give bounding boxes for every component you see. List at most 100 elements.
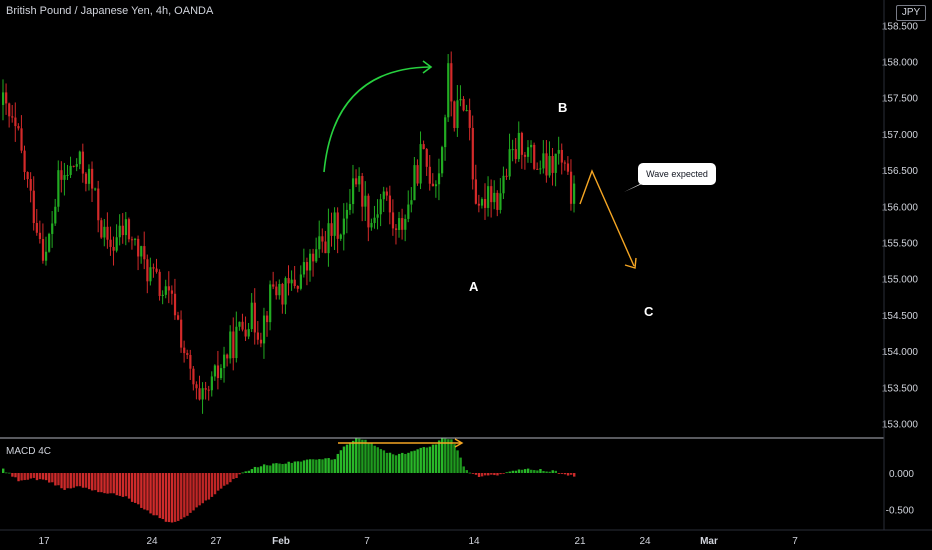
candle-body xyxy=(339,234,342,239)
candle-body xyxy=(84,173,88,184)
macd-bar xyxy=(437,440,441,473)
macd-bar xyxy=(17,473,20,482)
candle-body xyxy=(536,168,539,170)
macd-bar xyxy=(548,471,551,473)
macd-bar xyxy=(54,473,57,486)
symbol-title[interactable]: British Pound / Japanese Yen, 4h, OANDA xyxy=(6,5,214,17)
macd-bar xyxy=(422,447,425,473)
macd-bar xyxy=(312,459,315,473)
forecast-path-drawing[interactable] xyxy=(579,169,635,267)
candle-body xyxy=(63,175,66,180)
macd-bar xyxy=(382,450,386,473)
macd-bar xyxy=(483,473,487,476)
candle-body xyxy=(32,190,35,224)
macd-bar xyxy=(223,473,226,486)
candle-body xyxy=(127,219,131,240)
candle-body xyxy=(183,347,186,354)
macd-bar xyxy=(569,473,573,475)
macd-bar xyxy=(269,465,272,473)
candle-body xyxy=(526,147,530,157)
candle-body xyxy=(241,321,244,330)
macd-bar xyxy=(195,473,198,508)
macd-bar xyxy=(87,473,91,490)
macd-bar xyxy=(376,447,379,473)
macd-bar xyxy=(545,471,548,473)
candle-body xyxy=(388,195,392,213)
candle-body xyxy=(410,200,413,205)
candle-body xyxy=(554,153,557,173)
macd-axis: 0.000 -0.500 xyxy=(886,469,915,517)
macd-bar xyxy=(496,473,499,476)
macd-bar xyxy=(434,444,438,473)
candle-body xyxy=(226,354,229,359)
macd-bar xyxy=(232,473,235,479)
macd-bar xyxy=(536,470,539,473)
candle-body xyxy=(315,249,318,262)
macd-bar xyxy=(358,438,361,473)
macd-bar xyxy=(284,463,287,473)
candle-body xyxy=(517,132,520,160)
macd-bar xyxy=(121,473,125,497)
macd-bar xyxy=(44,473,48,481)
wave-label-a[interactable]: A xyxy=(469,279,479,294)
candle-body xyxy=(210,376,213,391)
currency-badge[interactable]: JPY xyxy=(896,5,926,21)
candle-body xyxy=(256,332,260,340)
macd-bar xyxy=(351,440,355,473)
candle-body xyxy=(361,176,364,207)
candle-body xyxy=(468,110,471,128)
wave-label-c[interactable]: C xyxy=(644,304,654,319)
curved-arrow-head xyxy=(422,60,433,74)
candle-body xyxy=(60,170,63,180)
macd-bar xyxy=(474,473,478,475)
curved-arrow-drawing[interactable] xyxy=(323,66,431,173)
candle-body xyxy=(364,195,367,207)
macd-bar xyxy=(305,459,309,473)
macd-bar xyxy=(216,473,220,491)
macd-bar xyxy=(508,471,511,473)
candle-body xyxy=(198,388,201,400)
candle-body xyxy=(312,253,315,262)
candle-body xyxy=(167,286,170,291)
candle-body xyxy=(75,164,78,167)
candle-body xyxy=(351,178,355,205)
candle-body xyxy=(78,151,81,165)
candle-body xyxy=(345,209,349,219)
macd-bar xyxy=(192,473,195,511)
macd-bar xyxy=(176,473,180,521)
candle-body xyxy=(72,165,75,167)
macd-bar xyxy=(94,473,97,491)
macd-bar xyxy=(315,459,318,473)
candle-body xyxy=(367,195,370,228)
macd-bar xyxy=(204,473,208,501)
macd-bar xyxy=(5,472,8,474)
macd-bar xyxy=(238,473,241,475)
macd-bar xyxy=(253,466,257,473)
candle-body xyxy=(269,284,272,323)
macd-bar xyxy=(124,473,128,497)
macd-bar xyxy=(143,473,146,510)
macd-bar xyxy=(266,465,269,473)
candle-body xyxy=(201,388,204,400)
candle-body xyxy=(302,262,306,275)
candle-body xyxy=(284,278,287,305)
macd-bar xyxy=(173,473,177,522)
macd-title[interactable]: MACD 4C xyxy=(6,446,52,457)
candle-body xyxy=(278,283,281,296)
macd-bar xyxy=(290,462,293,473)
wave-label-b[interactable]: B xyxy=(558,100,568,115)
macd-bar xyxy=(272,463,275,473)
candle-body xyxy=(477,203,481,206)
macd-bar xyxy=(134,473,137,503)
price-tick-label: 153.000 xyxy=(882,420,919,431)
candle-body xyxy=(487,186,490,208)
macd-bar xyxy=(84,473,88,488)
candle-body xyxy=(557,149,560,154)
candle-body xyxy=(358,176,361,185)
candle-body xyxy=(548,156,551,176)
macd-bar xyxy=(78,473,82,487)
wave-expected-callout[interactable]: Wave expected xyxy=(638,163,716,185)
candle-body xyxy=(450,63,453,102)
candle-body xyxy=(327,223,330,254)
